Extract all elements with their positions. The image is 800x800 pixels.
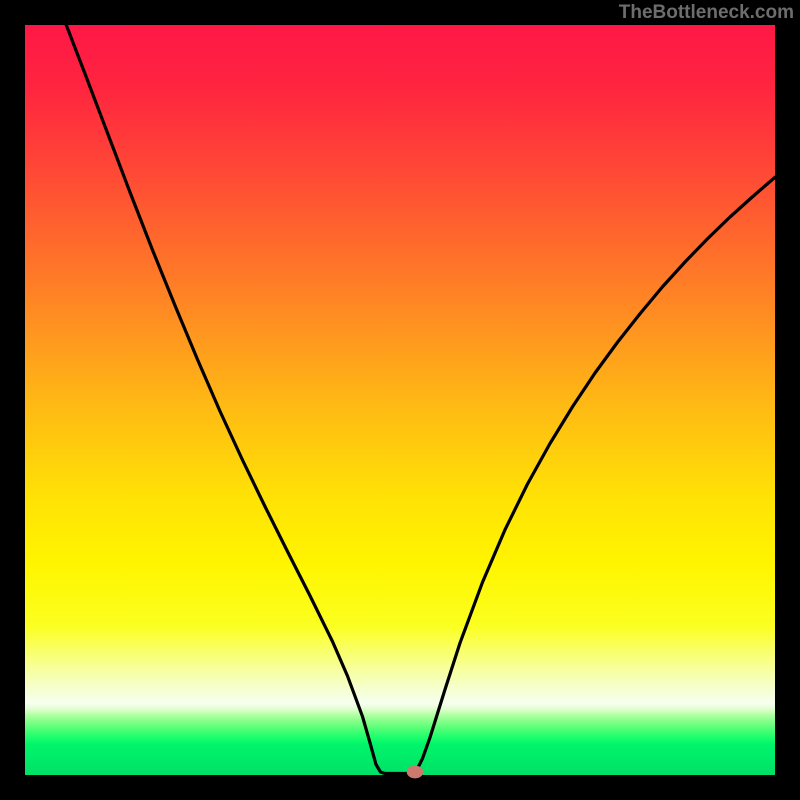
chart-plot-area xyxy=(25,25,775,775)
optimal-point-marker xyxy=(407,766,424,779)
bottleneck-chart xyxy=(0,0,800,800)
watermark-text: TheBottleneck.com xyxy=(619,2,794,24)
chart-container: TheBottleneck.com xyxy=(0,0,800,800)
